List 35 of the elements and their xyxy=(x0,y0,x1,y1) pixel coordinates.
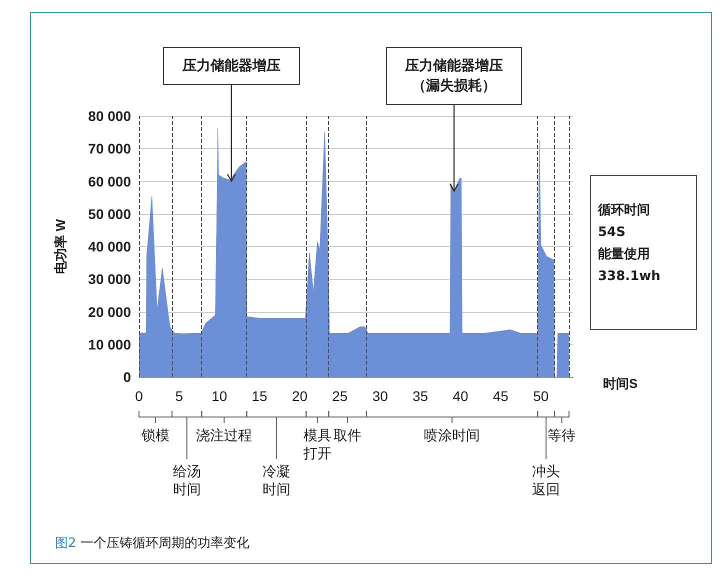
y-tick-label: 0 xyxy=(123,369,132,385)
y-tick-label: 60 000 xyxy=(88,173,132,190)
x-tick-label: 15 xyxy=(252,388,268,404)
x-tick-label: 45 xyxy=(492,388,509,404)
text: 循环时间 54S 能量使用 338.1wh xyxy=(598,202,660,286)
text: 浇注过程 xyxy=(196,427,252,445)
x-tick-label: 0 xyxy=(135,388,144,404)
x-tick-label: 20 xyxy=(292,388,308,404)
text: 取件 xyxy=(334,427,362,445)
x-axis-title: 时间S xyxy=(603,376,638,391)
annotation: 压力储能器增压（漏失损耗） xyxy=(386,47,522,105)
text: 喷涂时间 xyxy=(424,427,480,445)
text: 等待 xyxy=(548,427,576,445)
annotation: 压力储能器增压 xyxy=(163,47,300,85)
x-tick-label: 40 xyxy=(452,388,468,404)
x-tick-label: 50 xyxy=(533,388,549,404)
text: 给汤时间 xyxy=(172,463,201,499)
x-tick-label: 30 xyxy=(372,388,388,404)
text: 锁模 xyxy=(141,427,170,445)
y-tick-label: 20 000 xyxy=(88,304,132,320)
y-tick-label: 50 000 xyxy=(88,206,132,222)
y-tick-label: 40 000 xyxy=(88,238,132,254)
y-tick-label: 10 000 xyxy=(88,336,132,352)
text: 冷凝时间 xyxy=(262,463,290,499)
x-tick-label: 35 xyxy=(412,388,428,404)
text: 图2 一个压铸循环周期的功率变化 xyxy=(55,536,250,551)
x-tick-label: 5 xyxy=(175,388,184,404)
y-tick-label: 70 000 xyxy=(88,140,132,157)
text: 模具打开 xyxy=(303,427,332,463)
y-axis-title: 电功率 W xyxy=(53,218,68,274)
text: 冲头返回 xyxy=(532,463,560,499)
y-tick-label: 30 000 xyxy=(88,271,132,288)
x-tick-label: 25 xyxy=(332,388,348,404)
y-tick-label: 80 000 xyxy=(88,108,132,124)
x-tick-label: 10 xyxy=(212,388,228,404)
